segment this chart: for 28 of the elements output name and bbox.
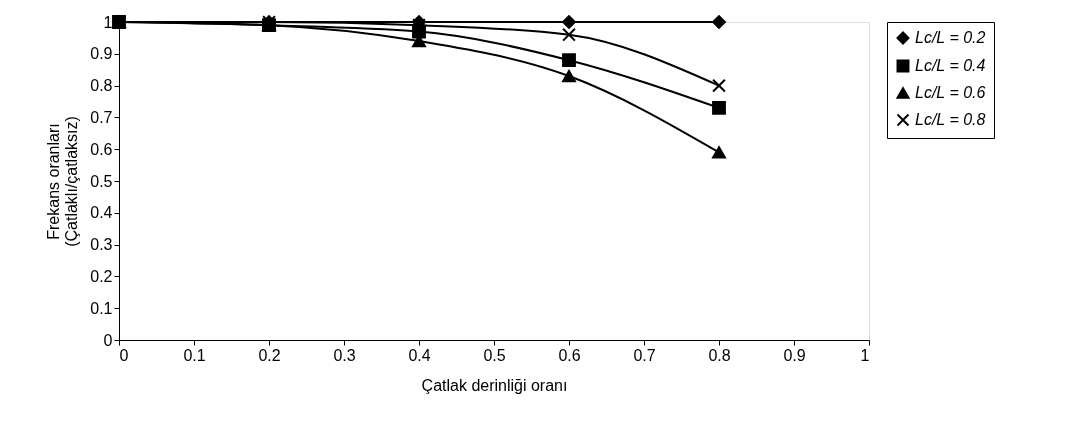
- y-tick-label: 0.9: [90, 45, 113, 63]
- x-axis-title: Çatlak derinliği oranı: [421, 376, 568, 394]
- y-tick-label: 0.3: [90, 236, 113, 254]
- x-tick-label: 1: [860, 346, 870, 364]
- y-tick-label: 0.1: [90, 299, 113, 317]
- x-tick-label: 0.9: [783, 346, 806, 364]
- y-axis-title: Frekans oranları (Çatlaklı/çatlaksız): [45, 116, 81, 247]
- y-tick-label: 0.5: [90, 172, 113, 190]
- legend-label: Lc/L = 0.4: [915, 57, 986, 74]
- x-tick-label: 0.6: [558, 346, 581, 364]
- x-tick-label: 0.7: [633, 346, 656, 364]
- x-tick-label: 0.4: [408, 346, 431, 364]
- x-tick-label: 0.5: [483, 346, 506, 364]
- legend-label: Lc/L = 0.8: [915, 111, 986, 128]
- x-tick-label: 0.3: [333, 346, 356, 364]
- x-tick-label: 0: [119, 346, 129, 364]
- y-tick-label: 0.4: [90, 204, 113, 222]
- y-tick-label: 0.8: [90, 77, 113, 95]
- legend-label: Lc/L = 0.2: [915, 29, 986, 46]
- x-tick-label: 0.8: [708, 346, 731, 364]
- x-tick-label: 0.1: [183, 346, 206, 364]
- y-tick-label: 0.6: [90, 140, 113, 158]
- y-tick-label: 0.7: [90, 108, 113, 126]
- x-tick-label: 0.2: [258, 346, 281, 364]
- legend-label: Lc/L = 0.6: [915, 84, 986, 101]
- y-tick-label: 0: [103, 331, 113, 349]
- y-tick-label: 0.2: [90, 267, 113, 285]
- y-tick-label: 1: [103, 13, 113, 31]
